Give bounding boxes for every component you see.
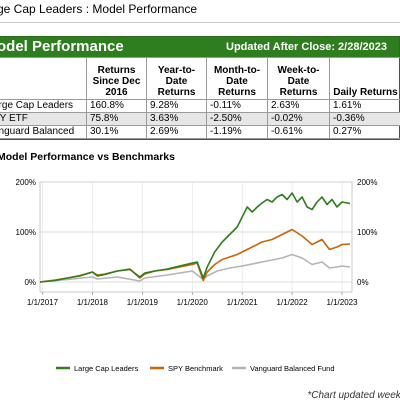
column-header-daily: Daily Returns xyxy=(330,58,400,100)
header-divider xyxy=(0,22,400,23)
chart-title: Model Performance vs Benchmarks xyxy=(0,151,175,163)
x-tick-label: 1/1/2018 xyxy=(77,298,109,307)
cell-mtd: -2.50% xyxy=(207,113,268,126)
x-tick-label: 1/1/2020 xyxy=(177,298,209,307)
performance-panel: odel Performance Updated After Close: 2/… xyxy=(0,36,400,140)
y-tick-label-left: 0% xyxy=(24,278,36,287)
cell-mtd: -0.11% xyxy=(207,100,268,113)
column-header-name xyxy=(0,58,87,100)
column-header-mtd: Month-to-Date Returns xyxy=(207,58,268,100)
table-row: anguard Balanced 30.1% 2.69% -1.19% -0.6… xyxy=(0,126,400,139)
table-row: PY ETF 75.8% 3.63% -2.50% -0.02% -0.36% xyxy=(0,113,400,126)
cell-wtd: -0.61% xyxy=(268,126,330,139)
cell-daily: 1.61% xyxy=(330,100,400,113)
cell-since-dec: 160.8% xyxy=(87,100,147,113)
chart-footnote: *Chart updated weekly xyxy=(307,390,400,401)
table-row: arge Cap Leaders 160.8% 9.28% -0.11% 2.6… xyxy=(0,100,400,113)
cell-daily: -0.36% xyxy=(330,113,400,126)
y-tick-label-right: 100% xyxy=(357,228,377,237)
y-tick-label-left: 100% xyxy=(16,228,36,237)
cell-ytd: 2.69% xyxy=(147,126,207,139)
legend-label-1: SPY Benchmark xyxy=(168,364,223,373)
row-name: arge Cap Leaders xyxy=(0,100,87,113)
x-tick-label: 1/1/2021 xyxy=(227,298,259,307)
y-tick-label-right: 200% xyxy=(357,178,377,187)
row-name: PY ETF xyxy=(0,113,87,126)
breadcrumb: ge Cap Leaders : Model Performance xyxy=(0,2,197,16)
cell-wtd: 2.63% xyxy=(268,100,330,113)
performance-title: odel Performance xyxy=(0,38,124,55)
cell-mtd: -1.19% xyxy=(207,126,268,139)
cell-since-dec: 30.1% xyxy=(87,126,147,139)
column-header-since-dec: Returns Since Dec 2016 xyxy=(87,58,147,100)
y-tick-label-left: 200% xyxy=(16,178,36,187)
performance-header: odel Performance Updated After Close: 2/… xyxy=(0,37,399,57)
table-header-row: Returns Since Dec 2016 Year-to-Date Retu… xyxy=(0,58,400,100)
cell-wtd: -0.02% xyxy=(268,113,330,126)
performance-chart: 0% 0% 100% 100% 200% 200% 1/1/2017 1/1/2018 1/1/… xyxy=(0,168,400,390)
x-tick-label: 1/1/2023 xyxy=(326,298,358,307)
x-tick-label: 1/1/2017 xyxy=(27,298,59,307)
cell-daily: 0.27% xyxy=(330,126,400,139)
y-tick-label-right: 0% xyxy=(357,278,369,287)
cell-ytd: 3.63% xyxy=(147,113,207,126)
cell-since-dec: 75.8% xyxy=(87,113,147,126)
legend-label-0: Large Cap Leaders xyxy=(74,364,138,373)
x-tick-label: 1/1/2022 xyxy=(277,298,309,307)
column-header-ytd: Year-to-Date Returns xyxy=(147,58,207,100)
column-header-wtd: Week-to-Date Returns xyxy=(268,58,330,100)
cell-ytd: 9.28% xyxy=(147,100,207,113)
plot-area xyxy=(40,182,352,292)
updated-after-close: Updated After Close: 2/28/2023 xyxy=(226,41,387,53)
x-tick-label: 1/1/2019 xyxy=(127,298,159,307)
legend-label-2: Vanguard Balanced Fund xyxy=(250,364,335,373)
series-line-2 xyxy=(40,255,350,283)
row-name: anguard Balanced xyxy=(0,126,87,139)
performance-table: Returns Since Dec 2016 Year-to-Date Retu… xyxy=(0,57,400,139)
